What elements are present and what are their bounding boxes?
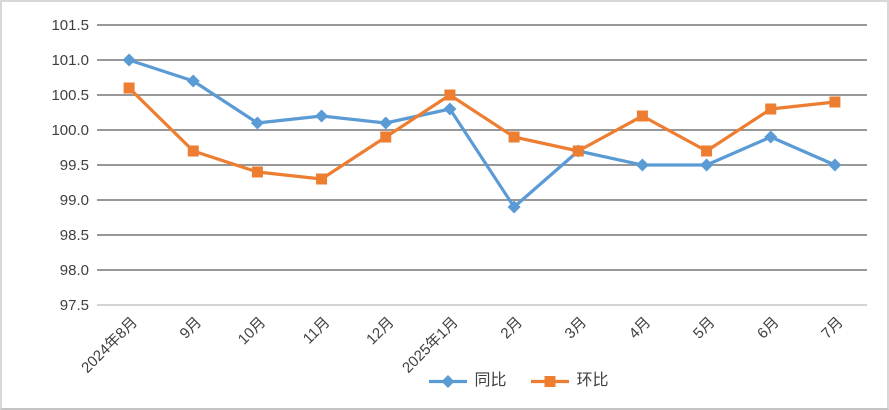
y-axis-tick-label: 100.0 xyxy=(51,122,89,139)
y-axis-tick-label: 101.5 xyxy=(51,17,89,34)
x-axis-tick-label: 9月 xyxy=(177,314,206,343)
yoy-diamond-marker-icon xyxy=(440,374,454,388)
legend-item-yoy: 同比 xyxy=(428,372,507,389)
mom-data-point-marker xyxy=(636,110,648,122)
y-axis-tick-label: 97.5 xyxy=(60,297,89,314)
yoy-data-point-marker xyxy=(764,130,778,144)
mom-data-point-marker xyxy=(765,103,777,115)
y-axis-tick-label: 100.5 xyxy=(51,87,89,104)
yoy-legend-label: 同比 xyxy=(474,372,507,389)
y-axis-tick-label: 101.0 xyxy=(51,52,89,69)
x-axis-tick-label: 3月 xyxy=(562,314,591,343)
mom-data-point-marker xyxy=(187,145,199,157)
yoy-data-point-marker xyxy=(379,116,393,130)
mom-data-point-marker xyxy=(123,82,135,94)
yoy-data-point-marker xyxy=(507,200,521,214)
yoy-data-point-marker xyxy=(700,158,714,172)
mom-legend-swatch xyxy=(530,375,569,387)
chart-legend: 同比 环比 xyxy=(428,372,609,389)
yoy-data-point-marker xyxy=(250,116,264,130)
mom-series-line xyxy=(127,86,837,181)
y-axis-tick-label: 99.5 xyxy=(60,157,89,174)
mom-data-point-marker xyxy=(380,131,392,143)
yoy-data-point-marker xyxy=(443,102,457,116)
mom-data-point-marker xyxy=(572,145,584,157)
x-axis-tick-label: 5月 xyxy=(690,314,719,343)
x-axis-tick-label: 4月 xyxy=(626,314,655,343)
x-axis-tick-label: 12月 xyxy=(363,314,397,348)
mom-data-point-marker xyxy=(316,173,328,185)
mom-square-marker-icon xyxy=(544,375,555,387)
yoy-data-point-marker xyxy=(186,74,200,88)
x-axis-tick-label: 7月 xyxy=(818,314,847,343)
x-axis-tick-label: 2025年1月 xyxy=(399,314,462,377)
y-axis-tick-label: 99.0 xyxy=(60,192,89,209)
x-axis-tick-label: 11月 xyxy=(300,314,334,348)
x-axis-tick-label: 6月 xyxy=(754,314,783,343)
mom-data-point-marker xyxy=(701,145,713,157)
yoy-series-line xyxy=(127,58,837,209)
mom-legend-label: 环比 xyxy=(576,372,609,389)
mom-data-point-marker xyxy=(444,89,456,101)
mom-data-point-marker xyxy=(829,96,841,108)
yoy-legend-swatch xyxy=(428,374,467,388)
yoy-data-point-marker xyxy=(828,158,842,172)
yoy-data-point-marker xyxy=(635,158,649,172)
yoy-data-point-marker xyxy=(315,109,329,123)
mom-data-point-marker xyxy=(508,131,520,143)
x-axis-tick-label: 2024年8月 xyxy=(78,314,141,377)
x-axis-tick-label: 10月 xyxy=(235,314,269,348)
y-axis-tick-label: 98.5 xyxy=(60,227,89,244)
yoy-data-point-marker xyxy=(122,53,136,67)
mom-data-point-marker xyxy=(251,166,263,178)
x-axis-tick-label: 2月 xyxy=(497,314,526,343)
legend-item-mom: 环比 xyxy=(530,372,609,389)
y-axis-tick-label: 98.0 xyxy=(60,262,89,279)
